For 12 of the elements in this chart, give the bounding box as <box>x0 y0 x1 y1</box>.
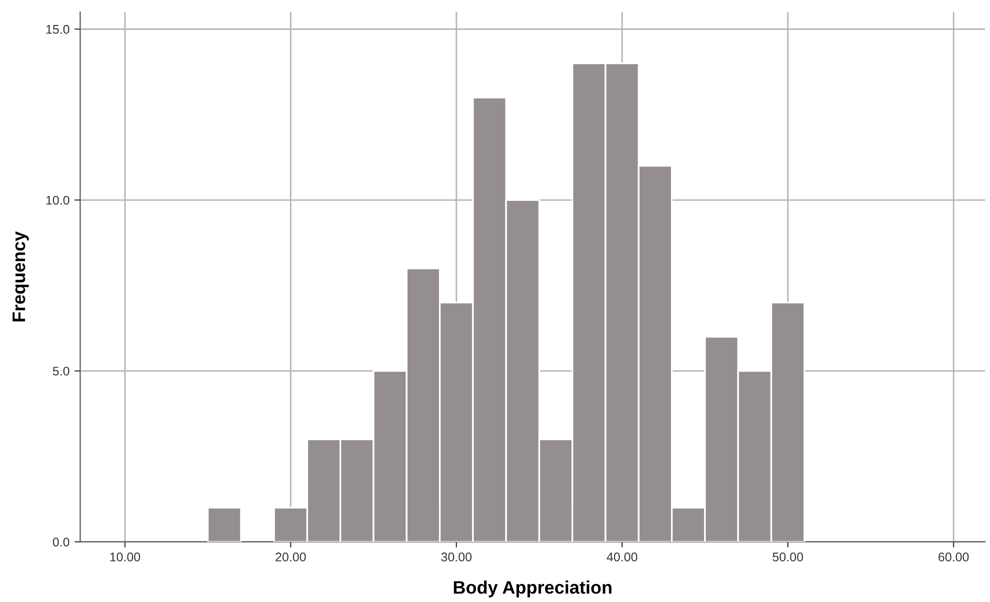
y-tick-label: 0.0 <box>52 538 70 546</box>
y-tick-label: 10.0 <box>46 196 70 205</box>
x-tick-label: 60.00 <box>938 552 969 562</box>
x-tick-label: 40.00 <box>606 552 638 562</box>
y-tick-label: 15.0 <box>46 24 70 34</box>
x-tick-label: 20.00 <box>276 552 306 562</box>
x-axis-title: Body Appreciation <box>454 580 612 598</box>
x-tick-label: 50.00 <box>772 552 803 562</box>
y-axis-title: Frequency <box>12 231 29 322</box>
x-tick-label: 30.00 <box>441 552 472 562</box>
x-tick-label: 10.00 <box>110 552 140 562</box>
y-tick-label: 5.0 <box>52 366 70 376</box>
